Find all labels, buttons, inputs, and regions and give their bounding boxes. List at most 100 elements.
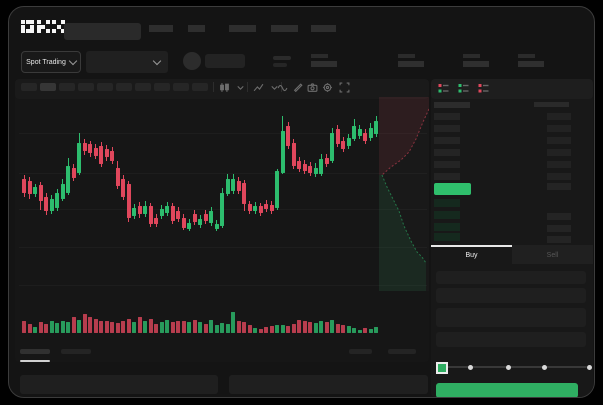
- candle-body: [27, 181, 32, 194]
- interval-button[interactable]: [116, 83, 132, 91]
- book-bids-icon[interactable]: [458, 83, 469, 94]
- volume-bar: [137, 317, 142, 333]
- book-both-icon[interactable]: [438, 83, 449, 94]
- bid-price-placeholder: [434, 233, 460, 241]
- interval-button[interactable]: [78, 83, 94, 91]
- volume-bar: [308, 322, 312, 333]
- candle-body: [258, 206, 263, 213]
- volume-bar: [280, 325, 285, 333]
- slider-dot[interactable]: [468, 364, 473, 370]
- candle-body: [357, 129, 362, 136]
- tab-buy[interactable]: Buy: [431, 245, 512, 264]
- interval-button[interactable]: [192, 83, 208, 91]
- order-input-field[interactable]: [436, 308, 586, 327]
- volume-bar: [49, 321, 54, 333]
- volume-bar: [33, 327, 37, 333]
- bottom-tab[interactable]: [61, 349, 91, 354]
- stat-value: [463, 61, 489, 67]
- candle-body: [82, 143, 87, 151]
- expand-icon[interactable]: [339, 82, 350, 93]
- candle-body: [335, 129, 340, 144]
- camera-icon[interactable]: [307, 82, 318, 93]
- last-price-bar[interactable]: [434, 183, 471, 195]
- volume-bar: [352, 328, 356, 333]
- candle-body: [71, 168, 76, 178]
- ask-amount-placeholder: [547, 113, 571, 120]
- depth-bids-line: [381, 174, 427, 264]
- volume-bar: [225, 324, 230, 333]
- change-placeholder: [273, 56, 291, 60]
- order-input-field[interactable]: [436, 271, 586, 284]
- indicator-icon[interactable]: [253, 82, 264, 93]
- volume-bar: [71, 317, 76, 333]
- search-input[interactable]: [64, 23, 141, 40]
- interval-button[interactable]: [173, 83, 189, 91]
- bottom-tab-active[interactable]: [20, 349, 50, 354]
- slider-dot[interactable]: [587, 364, 592, 370]
- wave-icon[interactable]: [277, 82, 288, 93]
- pencil-icon[interactable]: [293, 82, 304, 93]
- ask-price-placeholder: [434, 161, 460, 168]
- volume-bar: [247, 325, 252, 333]
- depth-asks-area: [379, 97, 429, 175]
- interval-button[interactable]: [97, 83, 113, 91]
- volume-bar: [44, 324, 48, 333]
- candle-body: [44, 197, 48, 211]
- volume-bar: [330, 320, 334, 333]
- slider-track[interactable]: [438, 366, 587, 368]
- order-input-field[interactable]: [436, 332, 586, 347]
- volume-bar: [66, 322, 70, 333]
- ask-price-placeholder: [434, 149, 460, 156]
- candle-body: [308, 166, 312, 173]
- volume-bar: [187, 322, 191, 333]
- volume-bar: [165, 320, 169, 333]
- nav-item[interactable]: [271, 25, 298, 32]
- price-placeholder: [205, 54, 245, 68]
- gear-icon[interactable]: [322, 82, 333, 93]
- avatar[interactable]: [183, 52, 201, 70]
- candles-icon[interactable]: [219, 82, 230, 93]
- slider-dot[interactable]: [506, 364, 511, 370]
- nav-item[interactable]: [229, 25, 256, 32]
- volume-bar: [236, 321, 241, 333]
- chevron-down-icon[interactable]: [269, 82, 280, 93]
- volume-bar: [269, 326, 274, 333]
- slider-dot[interactable]: [542, 364, 547, 370]
- okx-logo: OKX: [21, 20, 65, 33]
- order-input-field[interactable]: [436, 288, 586, 303]
- market-type-dropdown[interactable]: Spot Trading: [21, 51, 81, 73]
- interval-button[interactable]: [40, 83, 56, 91]
- candle-body: [209, 211, 213, 223]
- interval-button[interactable]: [21, 83, 37, 91]
- candle-body: [236, 181, 241, 191]
- volume-bar: [297, 320, 301, 333]
- candle-body: [49, 199, 54, 211]
- tab-sell[interactable]: Sell: [512, 245, 593, 264]
- interval-button[interactable]: [154, 83, 170, 91]
- volume-bar: [313, 323, 318, 333]
- bottom-chip[interactable]: [388, 349, 416, 354]
- slider-handle[interactable]: [436, 362, 448, 374]
- bottom-panel: [229, 375, 428, 394]
- nav-item[interactable]: [188, 25, 205, 32]
- nav-item[interactable]: [311, 25, 336, 32]
- bottom-chip[interactable]: [349, 349, 372, 354]
- volume-bar: [324, 322, 329, 333]
- volume-bar: [27, 324, 32, 333]
- stat-label: [463, 54, 480, 58]
- candle-body: [341, 141, 345, 149]
- book-asks-icon[interactable]: [478, 83, 489, 94]
- bid-price-placeholder: [434, 199, 460, 207]
- candle-body: [264, 204, 268, 209]
- candle-body: [192, 214, 197, 222]
- nav-item[interactable]: [149, 25, 173, 32]
- buy-button[interactable]: [436, 383, 578, 397]
- volume-bar: [319, 321, 323, 333]
- chevron-down-icon[interactable]: [235, 82, 246, 93]
- candle-body: [148, 206, 153, 224]
- pair-select[interactable]: [86, 51, 168, 73]
- interval-button[interactable]: [135, 83, 151, 91]
- candle-body: [297, 161, 301, 169]
- interval-button[interactable]: [59, 83, 75, 91]
- bid-amount-placeholder: [547, 225, 571, 232]
